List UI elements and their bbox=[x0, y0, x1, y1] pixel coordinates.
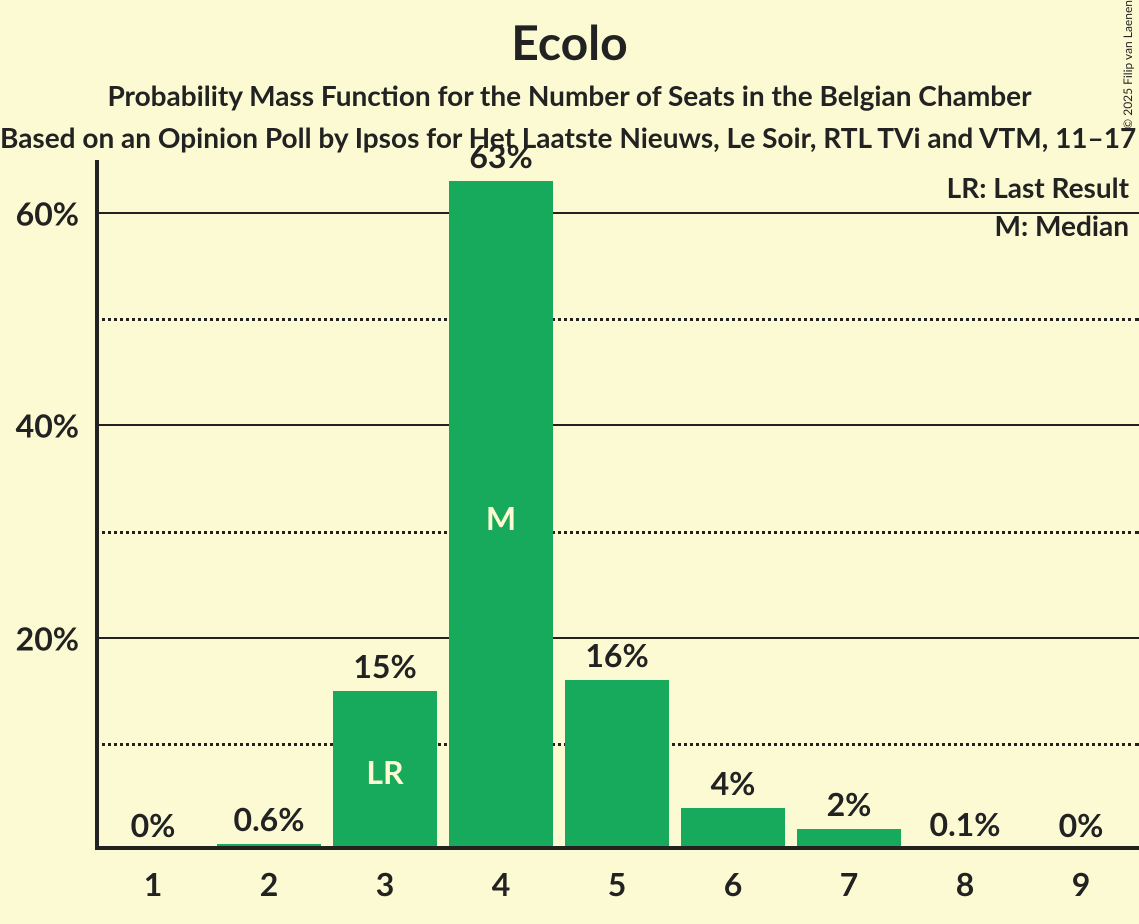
legend-item: M: Median bbox=[995, 208, 1129, 242]
bar-value-label: 2% bbox=[827, 784, 872, 823]
chart-title: Ecolo bbox=[0, 14, 1139, 71]
grid-major bbox=[95, 212, 1139, 214]
grid-minor bbox=[95, 318, 1139, 321]
bar-value-label: 0.6% bbox=[234, 799, 305, 838]
bar bbox=[797, 829, 901, 846]
bar-value-label: 63% bbox=[469, 136, 532, 175]
bar-value-label: 0% bbox=[1059, 805, 1104, 844]
bar-value-label: 15% bbox=[353, 646, 416, 685]
bar bbox=[217, 844, 321, 846]
bar-value-label: 4% bbox=[711, 763, 756, 802]
plot-area: 20%40%60%0%0.6%15%LR63%M16%4%2%0.1%0%123… bbox=[95, 160, 1139, 850]
bar bbox=[565, 680, 669, 846]
chart-source-line: Based on an Opinion Poll by Ipsos for He… bbox=[0, 120, 1139, 154]
x-tick-label: 8 bbox=[956, 850, 975, 903]
x-tick-label: 4 bbox=[492, 850, 511, 903]
bar-value-label: 16% bbox=[585, 635, 648, 674]
x-tick-label: 3 bbox=[376, 850, 395, 903]
grid-minor bbox=[95, 531, 1139, 534]
x-tick-label: 2 bbox=[260, 850, 279, 903]
chart-root: © 2025 Filip van Laenen Ecolo Probabilit… bbox=[0, 0, 1139, 924]
x-tick-label: 1 bbox=[144, 850, 163, 903]
y-tick-label: 20% bbox=[16, 618, 95, 657]
legend-item: LR: Last Result bbox=[947, 170, 1129, 204]
x-tick-label: 7 bbox=[840, 850, 859, 903]
bar-value-label: 0.1% bbox=[930, 804, 1001, 843]
y-tick-label: 60% bbox=[16, 194, 95, 233]
bar-inner-label: M bbox=[486, 498, 516, 537]
x-tick-label: 9 bbox=[1072, 850, 1091, 903]
bar-outside-label: LR bbox=[366, 752, 403, 791]
chart-subtitle: Probability Mass Function for the Number… bbox=[0, 78, 1139, 112]
x-tick-label: 5 bbox=[608, 850, 627, 903]
grid-major bbox=[95, 424, 1139, 426]
bar-value-label: 0% bbox=[131, 805, 176, 844]
bar bbox=[681, 808, 785, 846]
y-axis-line bbox=[95, 160, 99, 850]
x-tick-label: 6 bbox=[724, 850, 743, 903]
y-tick-label: 40% bbox=[16, 406, 95, 445]
